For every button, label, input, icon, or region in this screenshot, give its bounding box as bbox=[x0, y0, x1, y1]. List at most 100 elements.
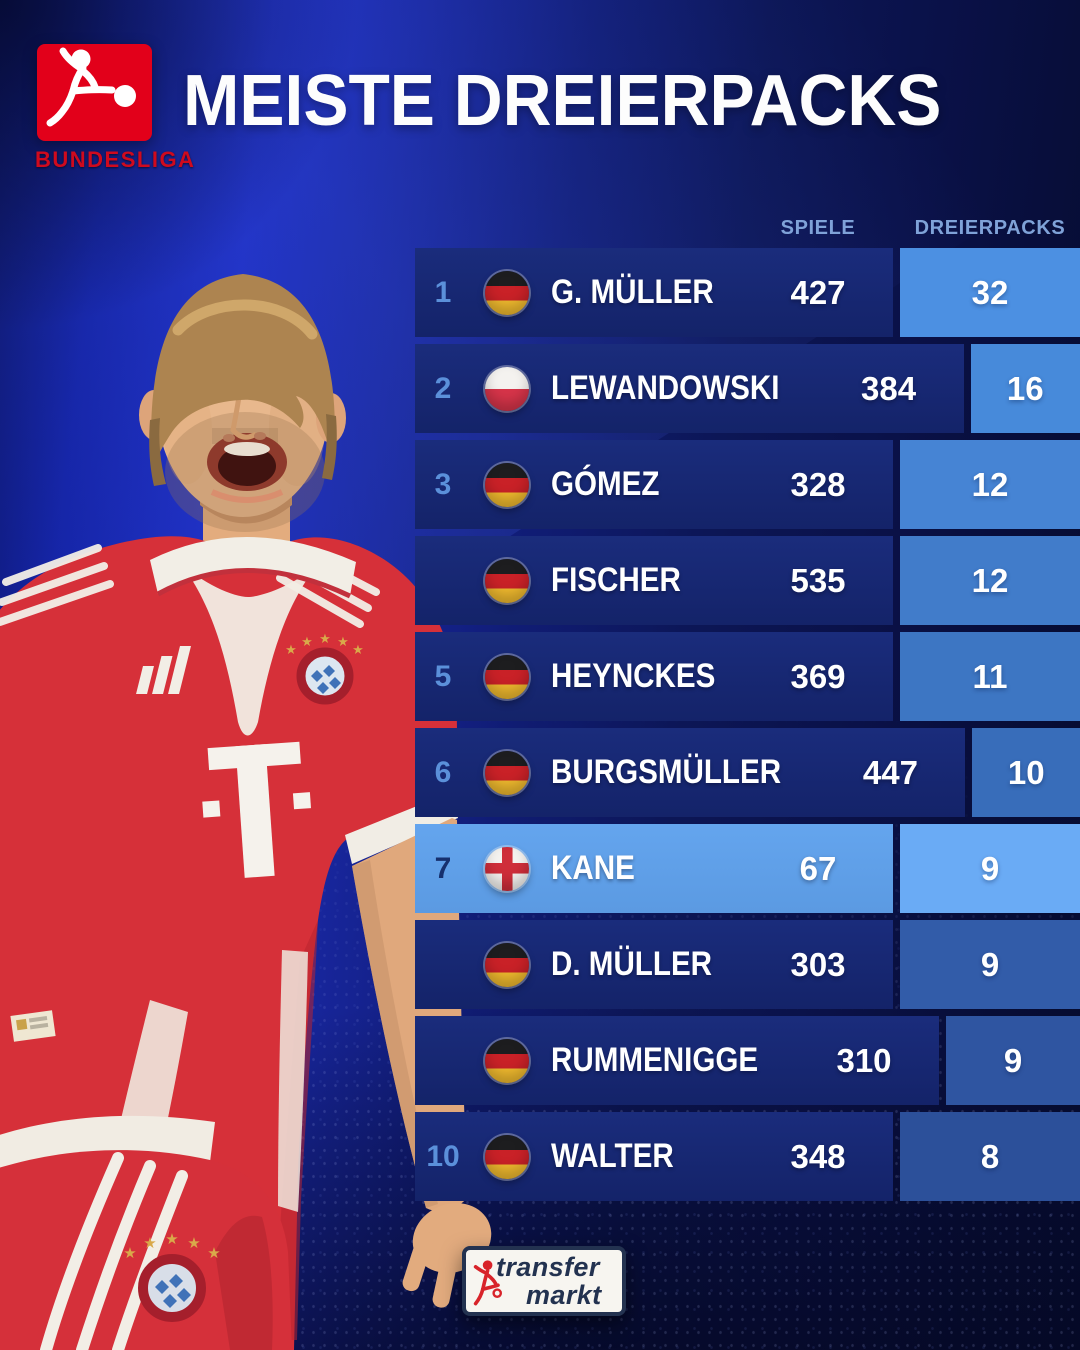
dreierpacks-value: 12 bbox=[900, 440, 1080, 529]
transfermarkt-word-top: transfer bbox=[496, 1252, 600, 1282]
table-row: 2 LEWANDOWSKI 384 16 bbox=[415, 344, 1080, 433]
table-row: D. MÜLLER 303 9 bbox=[415, 920, 1080, 1009]
svg-text:★: ★ bbox=[319, 632, 331, 647]
svg-text:★: ★ bbox=[165, 1230, 178, 1248]
spiele-value: 535 bbox=[790, 561, 846, 599]
player-shorts bbox=[0, 1150, 292, 1350]
spiele-value: 310 bbox=[836, 1041, 892, 1079]
transfermarkt-logo: transfer markt bbox=[462, 1246, 626, 1316]
player-name: RUMMENIGGE bbox=[551, 1041, 759, 1079]
dreierpacks-value: 16 bbox=[970, 344, 1080, 433]
dreierpacks-value: 8 bbox=[900, 1112, 1080, 1201]
bundesliga-player-icon bbox=[46, 47, 136, 127]
row-main-cell: 6 BURGSMÜLLER 447 bbox=[415, 728, 966, 817]
adidas-logo bbox=[136, 646, 191, 694]
table-row: 7 KANE 67 9 bbox=[415, 824, 1080, 913]
spiele-value: 384 bbox=[861, 369, 917, 407]
table-row: 10 WALTER 348 8 bbox=[415, 1112, 1080, 1201]
player-flag-icon bbox=[485, 462, 529, 507]
bayern-crest-chest: ★★ ★ ★★ bbox=[285, 632, 364, 705]
rank-cell: 5 bbox=[434, 659, 452, 693]
player-name: KANE bbox=[551, 849, 635, 887]
table-row: 1 G. MÜLLER 427 32 bbox=[415, 248, 1080, 337]
dreierpacks-value: 11 bbox=[900, 632, 1080, 721]
player-flag-icon bbox=[485, 846, 529, 891]
dreierpacks-value: 12 bbox=[900, 536, 1080, 625]
table-header-row: SPIELE DREIERPACKS bbox=[415, 212, 1080, 240]
row-main-cell: RUMMENIGGE 310 bbox=[415, 1016, 939, 1105]
rank-cell: 10 bbox=[426, 1139, 460, 1173]
player-flag-icon bbox=[485, 558, 529, 603]
player-flag-icon bbox=[485, 654, 529, 699]
player-flag-icon bbox=[485, 1038, 529, 1083]
svg-text:★: ★ bbox=[123, 1244, 136, 1262]
ranking-table: SPIELE DREIERPACKS 1 G. MÜLLER 427 32 2 … bbox=[415, 212, 1080, 1208]
row-main-cell: 1 G. MÜLLER 427 bbox=[415, 248, 893, 337]
table-row: 3 GÓMEZ 328 12 bbox=[415, 440, 1080, 529]
player-name: LEWANDOWSKI bbox=[551, 369, 780, 407]
table-rows: 1 G. MÜLLER 427 32 2 LEWANDOWSKI 384 1 6 … bbox=[415, 248, 1080, 1201]
jersey-chest-pattern bbox=[178, 560, 320, 736]
telekom-logo bbox=[202, 741, 312, 878]
svg-text:★: ★ bbox=[352, 643, 364, 658]
table-row: 5 HEYNCKES 369 11 bbox=[415, 632, 1080, 721]
row-main-cell: D. MÜLLER 303 bbox=[415, 920, 893, 1009]
player-name: BURGSMÜLLER bbox=[551, 753, 782, 791]
dreierpacks-value: 32 bbox=[900, 248, 1080, 337]
svg-text:★: ★ bbox=[337, 635, 349, 650]
player-name: GÓMEZ bbox=[551, 465, 660, 503]
column-header-spiele: SPIELE bbox=[780, 217, 856, 239]
spiele-value: 303 bbox=[790, 945, 846, 983]
player-flag-icon bbox=[485, 750, 529, 795]
player-flag-icon bbox=[485, 366, 529, 411]
player-name: WALTER bbox=[551, 1137, 674, 1175]
dreierpacks-value: 9 bbox=[946, 1016, 1080, 1105]
player-hair bbox=[151, 274, 335, 470]
transfermarkt-word-bottom: markt bbox=[526, 1280, 602, 1310]
bayern-crest-shorts: ★ ★ ★ ★ ★ bbox=[123, 1230, 221, 1322]
bundesliga-logo bbox=[37, 44, 152, 141]
dreierpacks-value: 9 bbox=[900, 824, 1080, 913]
transfermarkt-player-icon bbox=[473, 1260, 502, 1306]
player-flag-icon bbox=[485, 270, 529, 315]
spiele-value: 348 bbox=[790, 1137, 846, 1175]
row-main-cell: 2 LEWANDOWSKI 384 bbox=[415, 344, 964, 433]
rank-cell: 2 bbox=[434, 371, 452, 405]
spiele-value: 369 bbox=[790, 657, 846, 695]
spiele-value: 447 bbox=[862, 753, 918, 791]
svg-text:★: ★ bbox=[285, 643, 297, 658]
rank-cell: 7 bbox=[434, 851, 452, 885]
spiele-value: 67 bbox=[799, 849, 837, 887]
player-flag-icon bbox=[485, 942, 529, 987]
row-main-cell: 5 HEYNCKES 369 bbox=[415, 632, 893, 721]
jersey-collar bbox=[150, 536, 356, 596]
player-flag-icon bbox=[485, 1134, 529, 1179]
player-photo-illustration: ★★ ★ ★★ ★ bbox=[0, 274, 492, 1350]
table-row: RUMMENIGGE 310 9 bbox=[415, 1016, 1080, 1105]
svg-text:★: ★ bbox=[143, 1234, 156, 1252]
player-name: HEYNCKES bbox=[551, 657, 716, 695]
row-main-cell: 10 WALTER 348 bbox=[415, 1112, 893, 1201]
dreierpacks-value: 10 bbox=[972, 728, 1080, 817]
rank-cell: 6 bbox=[434, 755, 452, 789]
table-row: 6 BURGSMÜLLER 447 10 bbox=[415, 728, 1080, 817]
table-row: FISCHER 535 12 bbox=[415, 536, 1080, 625]
svg-text:★: ★ bbox=[187, 1234, 200, 1252]
spiele-value: 328 bbox=[790, 465, 846, 503]
player-name: FISCHER bbox=[551, 561, 681, 599]
player-name: D. MÜLLER bbox=[551, 945, 713, 983]
player-name: G. MÜLLER bbox=[551, 273, 714, 311]
page-title: MEISTE DREIERPACKS bbox=[183, 61, 942, 141]
row-main-cell: 3 GÓMEZ 328 bbox=[415, 440, 893, 529]
dreierpacks-value: 9 bbox=[900, 920, 1080, 1009]
svg-text:★: ★ bbox=[301, 635, 313, 650]
jersey-tag bbox=[10, 1010, 56, 1042]
svg-text:★: ★ bbox=[207, 1244, 220, 1262]
rank-cell: 1 bbox=[434, 275, 452, 309]
column-header-dreierpacks: DREIERPACKS bbox=[914, 217, 1066, 239]
row-main-cell: 7 KANE 67 bbox=[415, 824, 893, 913]
player-head bbox=[139, 274, 346, 532]
spiele-value: 427 bbox=[790, 273, 846, 311]
row-main-cell: FISCHER 535 bbox=[415, 536, 893, 625]
